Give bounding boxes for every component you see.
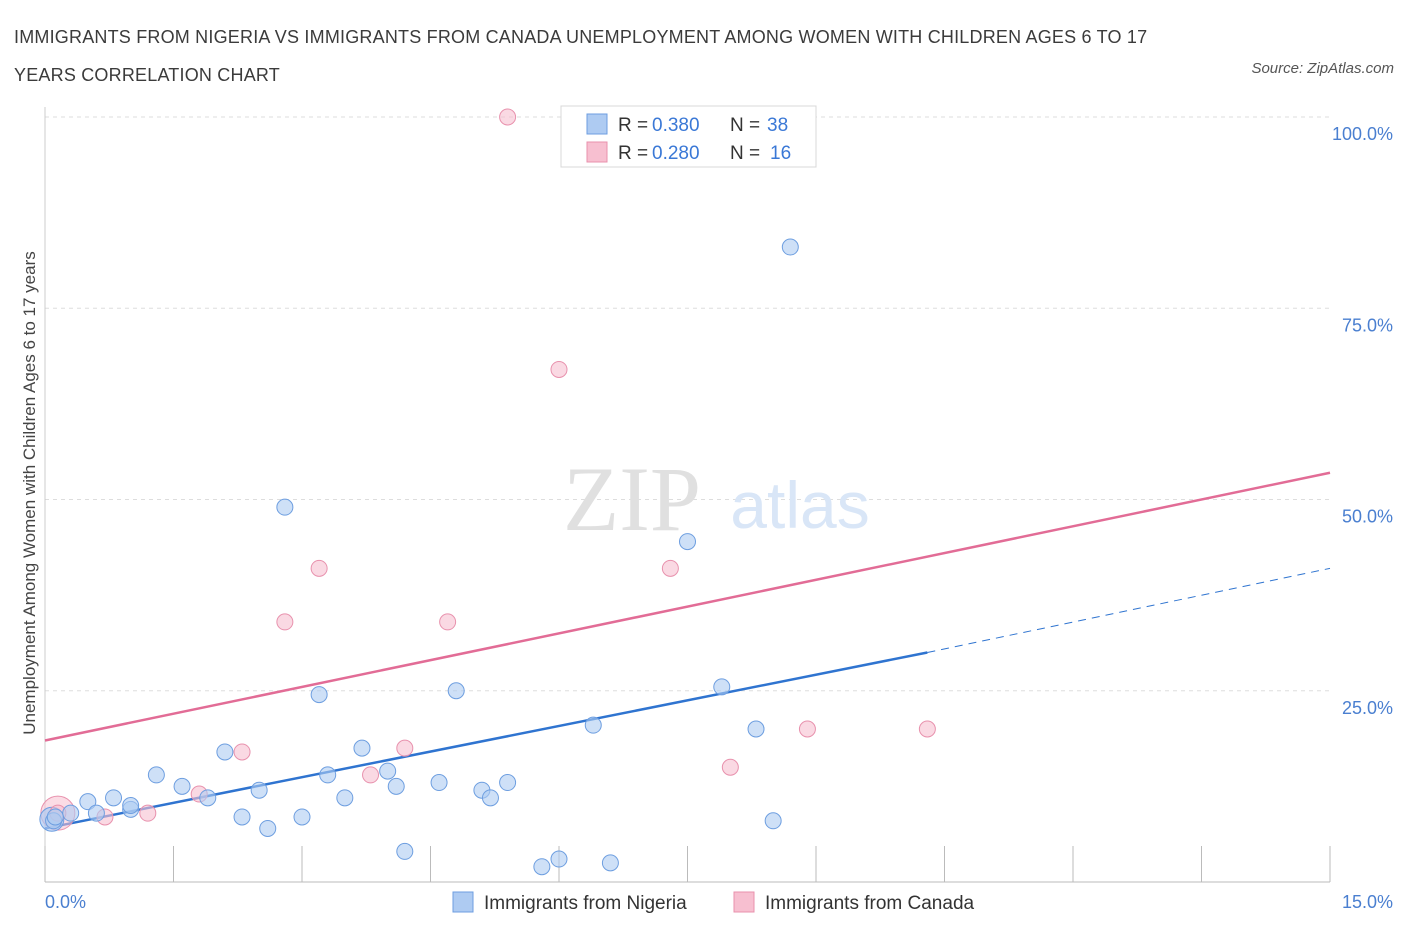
series-swatch-nigeria — [452, 891, 474, 913]
point-canada — [139, 804, 157, 822]
point-nigeria — [713, 678, 731, 696]
chart-title: IMMIGRANTS FROM NIGERIA VS IMMIGRANTS FR… — [14, 27, 1148, 85]
point-nigeria — [319, 766, 337, 784]
point-nigeria — [533, 858, 551, 876]
point-nigeria — [499, 774, 517, 792]
legend-n-value-canada: 16 — [770, 143, 791, 164]
legend-n-value-nigeria: 38 — [767, 115, 788, 136]
point-canada — [550, 360, 568, 378]
legend-swatch-canada — [586, 141, 608, 163]
point-nigeria — [147, 766, 165, 784]
point-nigeria — [259, 819, 277, 837]
point-nigeria — [584, 716, 602, 734]
point-nigeria — [233, 808, 251, 826]
point-nigeria — [601, 854, 619, 872]
point-canada — [396, 739, 414, 757]
point-nigeria — [764, 812, 782, 830]
point-canada — [310, 559, 328, 577]
point-canada — [233, 743, 251, 761]
data-points — [39, 108, 936, 876]
point-nigeria — [781, 238, 799, 256]
y-tick-label: 75.0% — [1342, 315, 1393, 335]
series-label-canada: Immigrants from Canada — [765, 893, 975, 914]
legend-r-label-canada: R = — [618, 143, 648, 164]
point-nigeria — [173, 777, 191, 795]
point-nigeria — [105, 789, 123, 807]
point-nigeria — [87, 804, 105, 822]
trend-line-nigeria-extension — [927, 567, 1331, 653]
grid-lines — [45, 116, 1330, 692]
point-nigeria — [310, 686, 328, 704]
point-nigeria — [62, 804, 80, 822]
point-nigeria — [550, 850, 568, 868]
y-axis-title: Unemployment Among Women with Children A… — [20, 251, 39, 735]
legend-n-label-canada: N = — [730, 143, 760, 164]
legend-r-value-nigeria: 0.380 — [652, 115, 700, 136]
point-nigeria — [216, 743, 234, 761]
point-nigeria — [46, 808, 64, 826]
watermark-zip: ZIP — [563, 448, 701, 550]
series-swatch-canada — [733, 891, 755, 913]
point-nigeria — [353, 739, 371, 757]
point-nigeria — [679, 533, 696, 551]
point-nigeria — [250, 781, 268, 799]
point-canada — [798, 720, 816, 738]
point-nigeria — [396, 842, 414, 860]
source-credit: Source: ZipAtlas.com — [1251, 60, 1394, 77]
legend-swatch-nigeria — [586, 113, 608, 135]
legend-r-label-nigeria: R = — [618, 115, 648, 136]
point-canada — [661, 559, 679, 577]
point-canada — [499, 108, 517, 126]
correlation-legend: R = 0.380 N = 38 R = 0.280 N = 16 — [560, 105, 817, 168]
point-nigeria — [293, 808, 311, 826]
x-tick-label: 0.0% — [45, 892, 86, 912]
trend-lines — [44, 471, 1331, 830]
watermark: ZIP atlas — [563, 448, 870, 550]
point-nigeria — [336, 789, 354, 807]
point-canada — [721, 758, 739, 776]
point-canada — [362, 766, 380, 784]
point-nigeria — [447, 682, 465, 700]
point-nigeria — [79, 793, 97, 811]
point-nigeria — [747, 720, 765, 738]
point-canada — [918, 720, 936, 738]
point-nigeria — [430, 774, 448, 792]
legend-n-label-nigeria: N = — [730, 115, 760, 136]
y-tick-label: 50.0% — [1342, 507, 1393, 527]
point-nigeria — [276, 498, 294, 516]
point-nigeria — [122, 797, 140, 814]
point-canada — [276, 613, 294, 631]
x-tick-label: 15.0% — [1342, 892, 1393, 912]
tick-labels: 25.0% 50.0% 75.0% 100.0% 0.0% 15.0% — [45, 124, 1393, 912]
point-nigeria — [481, 789, 499, 807]
legend-r-value-canada: 0.280 — [652, 143, 700, 164]
point-canada — [439, 613, 457, 631]
point-nigeria — [387, 777, 405, 795]
y-tick-label: 25.0% — [1342, 698, 1393, 718]
trend-line-canada — [44, 471, 1331, 742]
series-legend: Immigrants from Nigeria Immigrants from … — [452, 891, 975, 914]
point-nigeria — [199, 789, 217, 807]
watermark-atlas: atlas — [730, 468, 869, 542]
point-nigeria — [379, 762, 397, 780]
series-label-nigeria: Immigrants from Nigeria — [484, 893, 687, 914]
y-tick-label: 100.0% — [1332, 124, 1393, 144]
trend-line-nigeria — [44, 651, 928, 830]
